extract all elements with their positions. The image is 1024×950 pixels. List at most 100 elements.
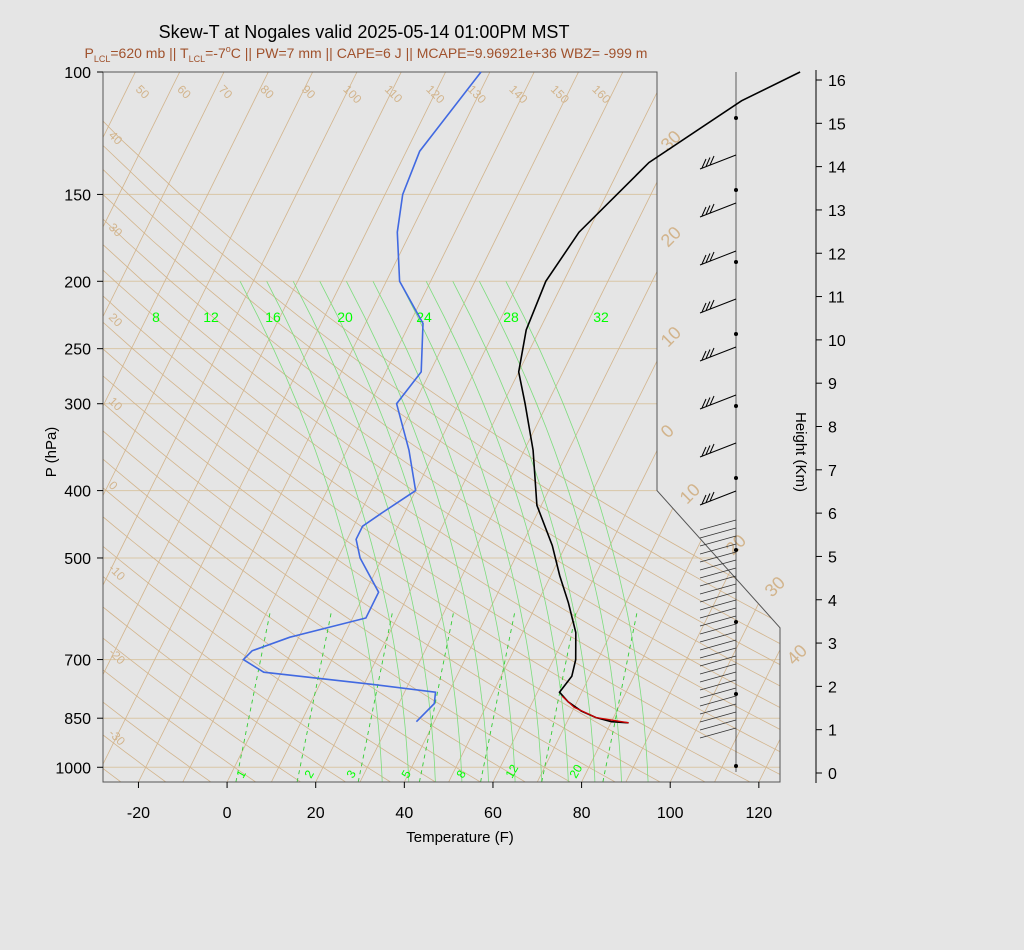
height-tick-label: 3 (828, 636, 837, 653)
dry-adiabat (103, 72, 780, 782)
mixing-ratio-label-top: 32 (593, 309, 609, 325)
moist-adiabat (239, 281, 383, 782)
mixing-ratio-label-bottom: 2 (301, 767, 317, 780)
wind-barb-flag (701, 206, 707, 217)
wind-barb (699, 575, 737, 587)
wind-barb-flag (701, 302, 707, 313)
temperature-profile (517, 71, 801, 724)
wind-barb (699, 703, 737, 715)
temperature-tick-label: 60 (484, 805, 502, 822)
isotherm-label-top: 70 (216, 82, 236, 102)
temperature-tick-label: 100 (657, 805, 684, 822)
y-axis-label: P (hPa) (43, 427, 60, 478)
mixing-ratio-line (357, 612, 393, 782)
isotherm-label-left: -30 (106, 726, 128, 748)
wind-barb-flag (709, 251, 715, 262)
subtitle-tlcl-sub: LCL (189, 54, 206, 64)
wind-barb-flag (709, 395, 715, 406)
background-grid: 50 60 70 80 90 100 110 120 130 140 150 160403020100… (0, 71, 1024, 783)
wind-barbs (699, 72, 738, 772)
isotherm-label-left: 20 (106, 310, 126, 330)
height-tick-label: 5 (828, 549, 837, 566)
isotherm-line (182, 72, 535, 782)
isotherm-line (669, 72, 780, 782)
dry-adiabat (103, 72, 780, 782)
mixing-ratio-line (480, 612, 516, 782)
isotherm-label-top: 120 (423, 82, 447, 106)
mixing-ratio-line (602, 612, 638, 782)
subtitle-plcl-val: =620 mb || T (110, 45, 189, 61)
wind-barb (699, 647, 737, 659)
moist-adiabat (319, 281, 463, 782)
isotherm-label-left: -20 (106, 645, 128, 667)
wind-barb-flag (701, 398, 707, 409)
dry-adiabat (103, 72, 571, 782)
isotherm-line (403, 72, 757, 782)
moist-adiabat (425, 281, 569, 782)
height-tick-label: 10 (828, 333, 846, 350)
wind-barb-flag (709, 155, 715, 166)
wind-barb-flag (701, 494, 707, 505)
wind-barb-flag (701, 254, 707, 265)
wind-barb-flag (701, 158, 707, 169)
pressure-tick-label: 150 (64, 187, 91, 204)
wind-barb (699, 639, 737, 651)
wind-barb (699, 623, 737, 635)
mixing-ratio-line (296, 612, 332, 782)
wind-barb-flag (709, 299, 715, 310)
height-tick-label: 4 (828, 593, 837, 610)
isotherm-line (315, 72, 668, 782)
mixing-ratio-label-bottom: 12 (502, 762, 521, 781)
wind-barb (699, 583, 737, 595)
isotherm-label-top: 110 (382, 82, 406, 106)
dry-adiabat (103, 72, 256, 782)
subtitle-rest: C || PW=7 mm || CAPE=6 J || MCAPE=9.9692… (231, 45, 648, 61)
x-axis-label: Temperature (F) (406, 829, 514, 846)
wind-barb-flag (705, 349, 711, 359)
wind-barb-flag (709, 347, 715, 358)
wind-level-dot (734, 404, 738, 408)
wind-level-dot (734, 764, 738, 768)
isotherm-line (103, 72, 402, 782)
wind-barb (699, 615, 737, 627)
wind-barb-flag (705, 157, 711, 167)
hodograph-label: 20 (657, 223, 685, 251)
isotherm-label-top: 80 (257, 82, 277, 102)
isotherm-line (714, 72, 780, 782)
pressure-tick-label: 400 (64, 484, 91, 501)
moist-adiabat (505, 281, 649, 782)
height-tick-label: 14 (828, 160, 846, 177)
wind-barb (699, 671, 737, 683)
dry-adiabat (103, 72, 212, 782)
height-tick-label: 6 (828, 506, 837, 523)
wind-level-dot (734, 692, 738, 696)
subtitle-tlcl-val: =-7 (205, 45, 226, 61)
diagram-frame (102, 71, 781, 783)
mixing-ratio-label-top: 24 (416, 309, 432, 325)
isotherm-line (0, 72, 47, 782)
pressure-tick-label: 100 (64, 65, 91, 82)
height-tick-label: 13 (828, 203, 846, 220)
mixing-ratio-line (418, 612, 454, 782)
wind-barb-flag (709, 491, 715, 502)
isotherm-line (103, 72, 314, 782)
wind-barb (699, 679, 737, 691)
mixing-ratio-label-top: 28 (503, 309, 519, 325)
isotherm-line (103, 72, 446, 782)
isotherm-line (625, 72, 780, 782)
mixing-ratio-label-bottom: 1 (233, 767, 249, 780)
isotherm-line (980, 72, 1024, 782)
isotherm-line (0, 72, 2, 782)
moist-adiabat (372, 281, 516, 782)
subtitle-plcl-sub: LCL (94, 54, 111, 64)
wind-barb (699, 519, 737, 531)
dry-adiabat (103, 72, 780, 782)
wind-barb-flag (709, 443, 715, 454)
wind-barb (699, 591, 737, 603)
wind-barb (699, 490, 737, 506)
pressure-tick-label: 500 (64, 551, 91, 568)
height-tick-label: 9 (828, 376, 837, 393)
wind-barb (699, 607, 737, 619)
dry-adiabat (103, 72, 780, 782)
